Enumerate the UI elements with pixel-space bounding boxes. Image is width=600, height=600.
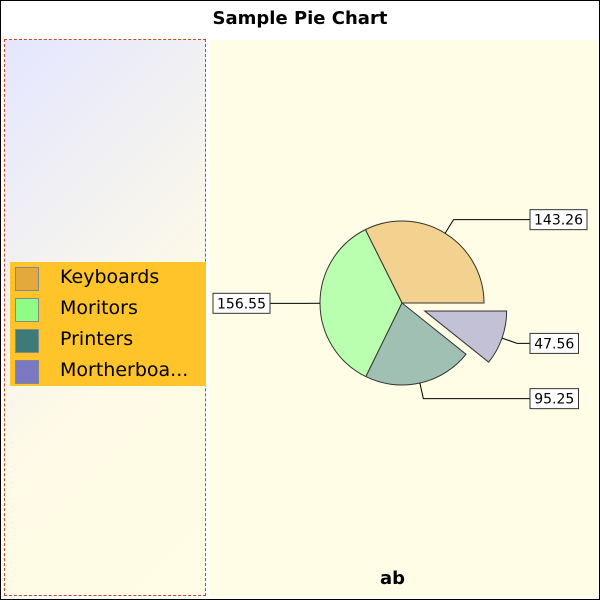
value-label-keyboards: 143.26 (534, 213, 583, 229)
legend-label: Mortherboa... (60, 359, 189, 381)
pie-slice-printers (365, 302, 467, 386)
legend-item-keyboards: Keyboards (10, 264, 206, 294)
value-label-box (212, 292, 271, 314)
legend-item-printers: Printers (10, 326, 206, 356)
legend-swatch (15, 360, 39, 384)
pie-slice-moritors (319, 228, 403, 378)
leader-line (444, 219, 530, 234)
legend-item-motherboards: Mortherboa... (10, 357, 206, 387)
value-label-moritors: 156.55 (217, 296, 266, 312)
legend: Keyboards Moritors Printers Mortherboa..… (10, 262, 206, 386)
value-label-box (529, 332, 579, 354)
value-label-box (529, 209, 588, 231)
chart-title: Sample Pie Chart (212, 8, 388, 29)
legend-label: Printers (60, 328, 134, 350)
legend-swatch (15, 267, 39, 291)
legend-swatch (15, 298, 39, 322)
legend-label: Moritors (60, 297, 138, 319)
pie-slice-keyboards (364, 220, 485, 304)
leader-line (419, 382, 530, 400)
leader-line (501, 337, 530, 344)
legend-swatch (15, 329, 39, 353)
legend-item-moritors: Moritors (10, 295, 206, 325)
legend-label: Keyboards (60, 266, 160, 288)
value-label-motherboards: 47.56 (534, 336, 574, 352)
value-label-box (529, 388, 579, 410)
chart-subtitle: ab (380, 568, 406, 589)
value-label-printers: 95.25 (534, 392, 574, 408)
